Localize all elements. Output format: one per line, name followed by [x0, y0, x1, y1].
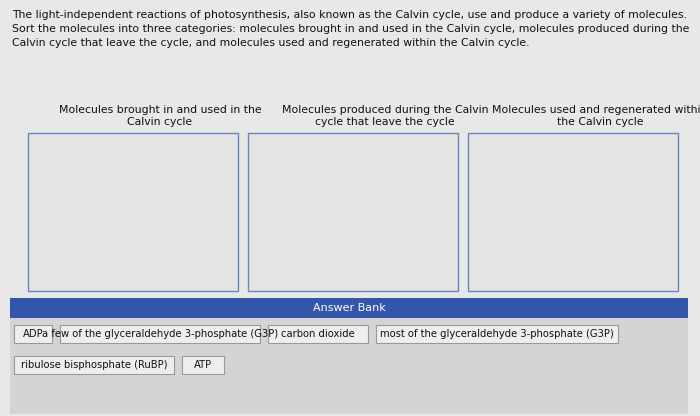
Text: Sort the molecules into three categories: molecules brought in and used in the C: Sort the molecules into three categories…	[12, 24, 690, 34]
FancyBboxPatch shape	[10, 298, 688, 318]
FancyBboxPatch shape	[268, 325, 368, 343]
Text: most of the glyceraldehyde 3-phosphate (G3P): most of the glyceraldehyde 3-phosphate (…	[380, 329, 614, 339]
Text: Calvin cycle that leave the cycle, and molecules used and regenerated within the: Calvin cycle that leave the cycle, and m…	[12, 38, 529, 48]
FancyBboxPatch shape	[28, 133, 238, 291]
FancyBboxPatch shape	[248, 133, 458, 291]
Text: Molecules used and regenerated within
the Calvin cycle: Molecules used and regenerated within th…	[492, 105, 700, 126]
FancyBboxPatch shape	[14, 356, 174, 374]
Text: a few of the glyceraldehyde 3-phosphate (G3P): a few of the glyceraldehyde 3-phosphate …	[42, 329, 278, 339]
Text: Answer Bank: Answer Bank	[313, 303, 386, 313]
FancyBboxPatch shape	[14, 325, 52, 343]
FancyBboxPatch shape	[468, 133, 678, 291]
Text: The light-independent reactions of photosynthesis, also known as the Calvin cycl: The light-independent reactions of photo…	[12, 10, 687, 20]
Text: Molecules produced during the Calvin
cycle that leave the cycle: Molecules produced during the Calvin cyc…	[281, 105, 489, 126]
Text: carbon dioxide: carbon dioxide	[281, 329, 355, 339]
Text: ATP: ATP	[194, 360, 212, 370]
FancyBboxPatch shape	[60, 325, 260, 343]
FancyBboxPatch shape	[10, 318, 688, 414]
Text: Molecules brought in and used in the
Calvin cycle: Molecules brought in and used in the Cal…	[59, 105, 261, 126]
Text: ADP: ADP	[22, 329, 43, 339]
FancyBboxPatch shape	[182, 356, 224, 374]
Text: ribulose bisphosphate (RuBP): ribulose bisphosphate (RuBP)	[21, 360, 167, 370]
FancyBboxPatch shape	[376, 325, 618, 343]
